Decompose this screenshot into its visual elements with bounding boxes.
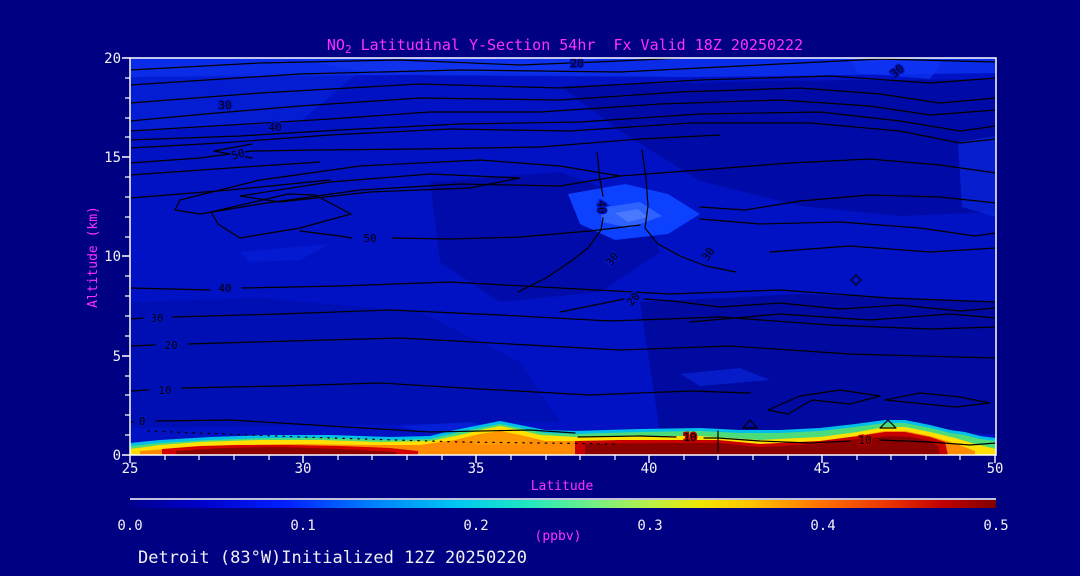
y-tick-label: 0 — [113, 448, 121, 464]
y-tick-label: 20 — [104, 51, 121, 67]
colorbar-tick-label: 0.4 — [810, 518, 835, 534]
x-tick-label: 40 — [641, 461, 658, 477]
fill-patch — [958, 136, 996, 217]
contour-lines-surface — [577, 430, 996, 453]
x-tick-label: 50 — [987, 461, 1004, 477]
colorbar-tick-label: 0.2 — [463, 518, 488, 534]
fill-patch — [240, 244, 330, 262]
colorbar-tick-label: 0.5 — [983, 518, 1008, 534]
colorbar-tick-label: 0.3 — [637, 518, 662, 534]
colorbar-gradient-bar — [130, 500, 996, 508]
contour-lines-loops — [130, 150, 641, 240]
filled-contour-field — [130, 58, 996, 455]
colorbar-units-label: (ppbv) — [535, 529, 582, 544]
contour-lines-lower — [130, 281, 996, 434]
contour-label: 30 — [150, 312, 163, 325]
contour-lines-midright — [517, 149, 996, 323]
contour-label: 10 — [858, 434, 871, 447]
y-axis-tick-labels: 0 5 10 15 20 — [104, 51, 121, 464]
colorbar: 0.0 0.1 0.2 0.3 0.4 0.5 (ppbv) — [117, 498, 1009, 544]
colorbar-tick-label: 0.0 — [117, 518, 142, 534]
plume-darkred-left — [176, 447, 396, 455]
contour-lines — [130, 58, 996, 453]
x-axis-tick-labels: 25 30 35 40 45 50 — [122, 461, 1004, 477]
fill-patch — [680, 368, 770, 386]
y-axis-minor-ticks — [125, 77, 130, 436]
y-tick-label: 15 — [104, 150, 121, 166]
contour-label: 20 — [164, 339, 177, 352]
contour-lines-bird-shapes — [742, 389, 991, 429]
contour-line-dotted-zero — [147, 430, 621, 445]
y-axis-title: Altitude (km) — [86, 206, 101, 308]
contour-label: 20 — [570, 57, 583, 70]
x-axis-minor-ticks — [164, 455, 961, 460]
fill-patch — [850, 58, 945, 79]
plume-orange-hump-core — [460, 431, 535, 445]
x-tick-label: 35 — [468, 461, 485, 477]
x-tick-label: 25 — [122, 461, 139, 477]
contour-label: 50 — [363, 232, 376, 245]
fill-patch — [130, 71, 360, 132]
x-tick-label: 45 — [814, 461, 831, 477]
contour-label: 0 — [139, 415, 146, 428]
footer-station-init-label: Detroit (83°W)Initialized 12Z 20250220 — [138, 548, 527, 568]
contour-label: 10 — [683, 431, 696, 444]
contour-label: 10 — [158, 384, 171, 397]
fill-patch — [300, 58, 600, 73]
plot-title: NO2 Latitudinal Y-Section 54hr Fx Valid … — [327, 36, 803, 56]
y-tick-label: 10 — [104, 249, 121, 265]
bright-blob-core2 — [615, 209, 648, 222]
contour-label: 50 — [230, 146, 246, 162]
contour-label: 30 — [218, 99, 231, 112]
x-tick-label: 30 — [295, 461, 312, 477]
colorbar-tick-label: 0.1 — [290, 518, 315, 534]
contour-label: 40 — [595, 200, 608, 213]
contour-lines-top — [130, 58, 996, 159]
contour-label: 40 — [268, 121, 281, 134]
y-axis-major-ticks — [122, 57, 130, 456]
plume-darkred-right — [585, 436, 940, 455]
fill-patch — [640, 294, 996, 434]
x-axis-title: Latitude — [531, 479, 594, 494]
fill-patch — [560, 79, 996, 216]
contour-label: 40 — [218, 282, 231, 295]
fill-patch — [130, 298, 560, 428]
y-tick-label: 5 — [113, 349, 121, 365]
x-axis-major-ticks — [129, 455, 996, 463]
